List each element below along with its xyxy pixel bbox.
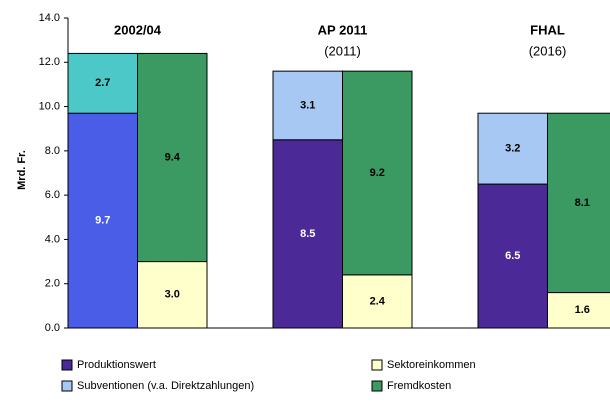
bar-segment: [547, 112, 610, 294]
value-label: 2.7: [95, 77, 110, 89]
bar-segment: [272, 70, 343, 141]
y-tick-label: 12.0: [39, 56, 60, 68]
y-tick-label: 4.0: [45, 233, 60, 245]
y-tick-label: 14.0: [39, 12, 60, 24]
bar-segment: [137, 261, 208, 329]
legend-swatch: [61, 380, 73, 392]
legend-label: Produktionswert: [77, 359, 156, 371]
y-tick-label: 0.0: [45, 322, 60, 334]
value-label: 9.4: [165, 151, 181, 163]
category-label: FHAL: [530, 22, 565, 37]
bar-segment: [547, 292, 610, 329]
y-axis-label: Mrd. Fr.: [16, 150, 28, 190]
y-tick-label: 10.0: [39, 100, 60, 112]
value-label: 8.1: [575, 197, 590, 209]
value-label: 3.1: [300, 99, 315, 111]
legend-swatch: [61, 359, 73, 371]
legend-label: Sektoreinkommen: [387, 359, 476, 371]
value-label: 3.2: [505, 143, 520, 155]
value-label: 8.5: [300, 228, 315, 240]
y-tick-label: 6.0: [45, 189, 60, 201]
bar-segment: [67, 52, 138, 114]
category-label: 2002/04: [114, 22, 162, 37]
legend-label: Fremdkosten: [387, 380, 451, 392]
legend-label: Subventionen (v.a. Direktzahlungen): [77, 380, 254, 392]
value-label: 3.0: [165, 289, 180, 301]
y-tick-label: 8.0: [45, 145, 60, 157]
value-label: 6.5: [505, 250, 520, 262]
value-label: 9.7: [95, 215, 110, 227]
bar-segment: [137, 52, 208, 263]
category-label: AP 2011: [318, 22, 368, 37]
value-label: 9.2: [370, 167, 385, 179]
legend-swatch: [371, 380, 383, 392]
y-tick-label: 2.0: [45, 278, 60, 290]
value-label: 2.4: [370, 295, 386, 307]
category-sublabel: (2011): [324, 43, 361, 58]
value-label: 1.6: [575, 304, 590, 316]
category-sublabel: (2016): [529, 43, 567, 58]
bar-segment: [342, 70, 413, 276]
legend-swatch: [371, 359, 383, 371]
